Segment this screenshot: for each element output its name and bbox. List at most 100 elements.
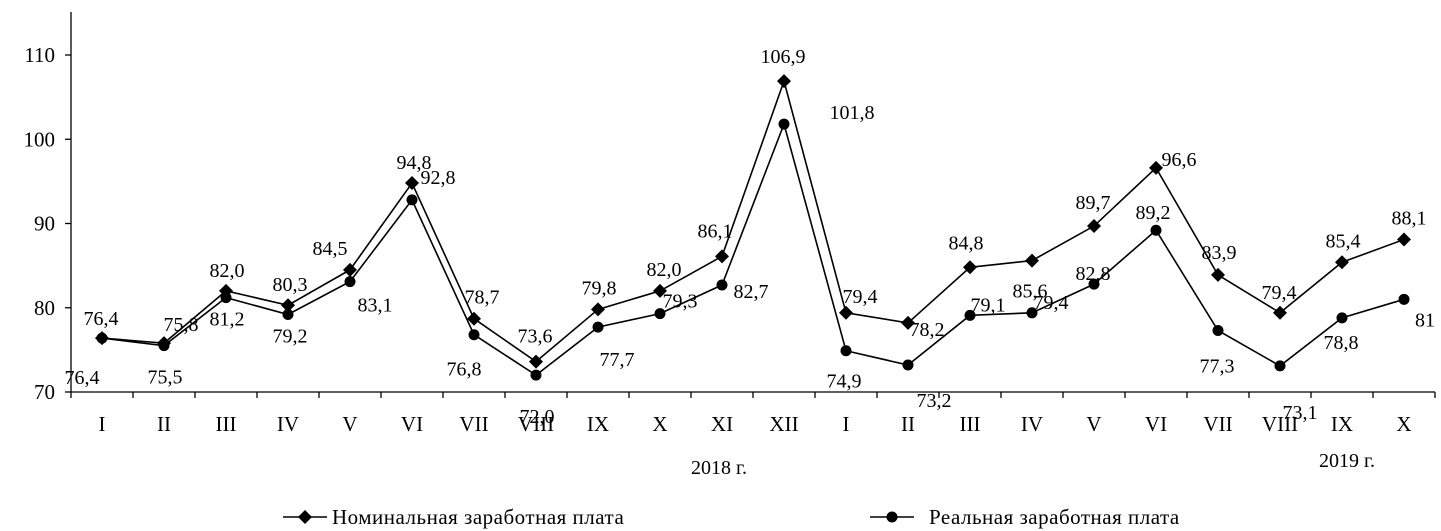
data-label: 79,4 xyxy=(1034,292,1069,314)
data-label: 72,0 xyxy=(520,406,555,428)
data-label: 76,4 xyxy=(84,308,119,330)
x-ticks: I II III IV V VI VII VIII IX X XI XII I II III IV V VI VII… xyxy=(70,392,1436,436)
x-tick-label: I xyxy=(99,412,106,436)
data-label: 84,5 xyxy=(313,238,348,260)
x-tick-label: II xyxy=(901,412,915,436)
data-point-diamond xyxy=(777,74,791,89)
data-point-diamond xyxy=(467,311,481,326)
data-label: 76,8 xyxy=(447,359,482,381)
x-tick-label: V xyxy=(342,412,357,436)
data-label: 89,2 xyxy=(1136,202,1171,224)
x-tick-label: X xyxy=(652,412,667,436)
data-point-circle xyxy=(282,308,294,320)
y-tick-label: 100 xyxy=(24,127,56,151)
data-label: 79,4 xyxy=(1262,282,1297,304)
data-point-circle xyxy=(902,359,914,371)
data-label: 77,3 xyxy=(1200,355,1235,377)
data-label: 80,3 xyxy=(273,274,308,296)
data-point-circle xyxy=(840,345,852,357)
data-point-circle xyxy=(1212,324,1224,336)
data-label: 78,8 xyxy=(1324,332,1359,354)
data-label: 81 xyxy=(1415,309,1435,331)
year-label-2018: 2018 г. xyxy=(691,457,747,479)
series-layer xyxy=(95,74,1411,381)
x-tick-label: VII xyxy=(459,412,488,436)
x-tick-label: IX xyxy=(1331,412,1353,436)
data-point-diamond xyxy=(1335,255,1349,270)
legend-label-nominal: Номинальная заработная плата xyxy=(332,505,624,529)
legend-label-real: Реальная заработная плата xyxy=(929,505,1180,529)
legend: Номинальная заработная плата Реальная за… xyxy=(283,505,1180,529)
data-point-diamond xyxy=(1397,232,1411,247)
data-label: 89,7 xyxy=(1076,192,1111,214)
data-label: 79,1 xyxy=(971,294,1006,316)
data-label: 96,6 xyxy=(1162,149,1197,171)
data-point-circle xyxy=(1088,278,1100,290)
data-label: 88,1 xyxy=(1392,208,1427,230)
legend-item-real: Реальная заработная плата xyxy=(870,505,1180,529)
x-tick-label: X xyxy=(1396,412,1411,436)
data-label: 76,4 xyxy=(65,367,100,389)
data-point-circle xyxy=(96,332,108,344)
data-point-diamond xyxy=(343,262,357,277)
data-point-diamond xyxy=(1211,267,1225,282)
data-label: 94,8 xyxy=(397,152,432,174)
data-label: 83,1 xyxy=(358,295,393,317)
x-tick-label: IV xyxy=(277,412,299,436)
data-label: 83,9 xyxy=(1202,242,1237,264)
data-point-circle xyxy=(220,292,232,304)
data-point-circle xyxy=(716,279,728,291)
data-point-diamond xyxy=(963,260,977,275)
data-point-circle xyxy=(1398,293,1410,305)
x-tick-label: IX xyxy=(587,412,609,436)
data-label: 78,2 xyxy=(910,319,945,341)
data-label: 74,9 xyxy=(827,371,862,393)
data-point-diamond xyxy=(839,305,853,320)
y-tick-label: 70 xyxy=(34,380,55,404)
data-label: 82,0 xyxy=(647,259,682,281)
data-label: 85,4 xyxy=(1326,230,1361,252)
data-point-circle xyxy=(468,329,480,341)
data-label: 81,2 xyxy=(210,309,245,331)
data-label: 101,8 xyxy=(830,102,875,124)
x-tick-label: VI xyxy=(401,412,423,436)
y-tick-label: 90 xyxy=(34,212,55,236)
data-label: 85,6 xyxy=(1013,281,1048,303)
data-point-circle xyxy=(964,309,976,321)
x-tick-label: XII xyxy=(769,412,798,436)
data-label: 73,6 xyxy=(518,326,553,348)
data-point-diamond xyxy=(591,302,605,317)
data-label: 75,8 xyxy=(164,314,199,336)
data-point-diamond xyxy=(281,298,295,313)
x-tick-label: VII xyxy=(1203,412,1232,436)
data-label: 73,1 xyxy=(1283,402,1318,424)
data-label: 79,2 xyxy=(273,325,308,347)
data-label: 82,8 xyxy=(1076,263,1111,285)
y-ticks: 70 80 90 100 110 xyxy=(24,43,71,404)
y-tick-label: 110 xyxy=(24,43,55,67)
data-point-circle xyxy=(530,369,542,381)
data-point-diamond xyxy=(529,354,543,369)
data-label: 86,1 xyxy=(698,220,733,242)
data-labels: 76,4 75,8 82,0 80,384,5 94,8 78,7 73,6 79,8 82,0… xyxy=(65,46,1436,428)
x-tick-label: I xyxy=(843,412,850,436)
data-point-diamond xyxy=(653,283,667,298)
data-point-circle xyxy=(1336,312,1348,324)
x-tick-label: XI xyxy=(711,412,733,436)
data-point-circle xyxy=(654,308,666,320)
x-tick-label: VIII xyxy=(1262,412,1298,436)
data-label: 78,7 xyxy=(465,287,500,309)
data-label: 79,8 xyxy=(582,277,617,299)
data-point-circle xyxy=(1274,360,1286,372)
x-tick-label: VI xyxy=(1145,412,1167,436)
data-point-circle xyxy=(406,194,418,206)
data-label: 84,8 xyxy=(949,232,984,254)
data-point-circle xyxy=(1026,307,1038,319)
data-point-diamond xyxy=(405,176,419,191)
x-tick-label: V xyxy=(1086,412,1101,436)
data-point-diamond xyxy=(1025,253,1039,268)
data-point-circle xyxy=(592,321,604,333)
data-label: 82,0 xyxy=(210,260,245,282)
series-line-1 xyxy=(101,121,1405,377)
